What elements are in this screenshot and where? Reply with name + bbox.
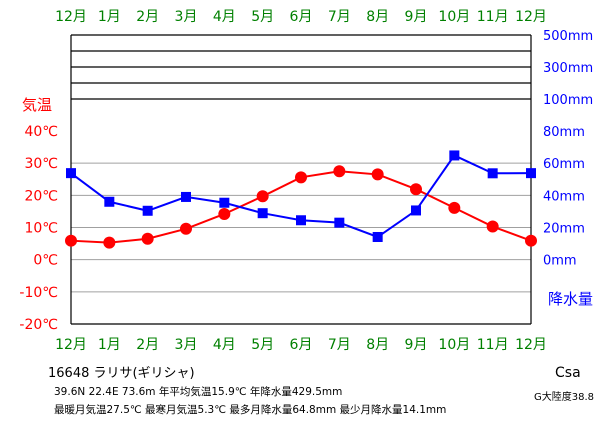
right-tick-label: 80mm: [543, 125, 585, 140]
precipitation-point: [372, 231, 383, 242]
temperature-point: [525, 234, 537, 247]
data-series: [65, 150, 537, 249]
station-stats-line2: 最暖月気温27.5℃ 最寒月気温5.3℃ 最多月降水量64.8mm 最少月降水量…: [54, 404, 447, 416]
precipitation-point: [104, 196, 115, 207]
precipitation-point: [257, 208, 268, 219]
left-tick-label: 0℃: [33, 253, 58, 269]
month-label-bottom: 12月: [55, 337, 87, 353]
month-label-bottom: 8月: [366, 337, 389, 353]
precipitation-point: [66, 168, 76, 179]
grid-lines: [71, 34, 531, 293]
month-label-top: 2月: [136, 9, 159, 25]
temperature-point: [448, 201, 461, 214]
month-label-top: 4月: [213, 9, 236, 25]
left-tick-label: 10℃: [24, 221, 58, 237]
right-tick-label: 40mm: [543, 189, 585, 204]
temperature-point: [486, 220, 499, 233]
month-label-top: 10月: [438, 9, 470, 25]
right-tick-label: 20mm: [543, 222, 585, 237]
temperature-point: [295, 171, 307, 184]
precipitation-point: [296, 215, 306, 226]
right-axis-ticks: 500mm 300mm 100mm 80mm 60mm 40mm 20mm 0mm: [543, 29, 593, 269]
precipitation-point: [181, 191, 191, 202]
right-tick-label: 100mm: [543, 93, 593, 108]
month-label-bottom: 1月: [98, 337, 121, 353]
month-label-bottom: 10月: [438, 337, 470, 353]
left-axis-title: 気温: [22, 96, 52, 114]
temperature-point: [65, 234, 77, 247]
temperature-point: [371, 168, 384, 181]
month-label-bottom: 5月: [251, 337, 274, 353]
station-stats-line1: 39.6N 22.4E 73.6m 年平均気温15.9℃ 年降水量429.5mm: [54, 386, 343, 398]
right-tick-label: 300mm: [543, 61, 593, 76]
month-label-bottom: 9月: [405, 337, 428, 353]
temperature-point: [256, 190, 269, 203]
left-tick-label: -10℃: [19, 285, 58, 301]
left-tick-label: 30℃: [24, 156, 58, 172]
month-label-top: 9月: [405, 9, 428, 25]
month-label-top: 11月: [477, 9, 509, 25]
station-name: 16648 ラリサ(ギリシャ): [48, 366, 195, 381]
temperature-point: [141, 232, 154, 245]
top-month-labels: 12月 1月 2月 3月 4月 5月 6月 7月 8月 9月 10月 11月 12月: [55, 9, 547, 25]
precipitation-point: [449, 150, 460, 161]
climate-classification: Csa: [555, 365, 581, 381]
right-tick-label: 0mm: [543, 254, 577, 269]
month-label-top: 7月: [328, 9, 351, 25]
plot-frame: [70, 35, 532, 325]
precipitation-point: [142, 205, 153, 216]
temperature-point: [180, 222, 192, 235]
month-label-bottom: 3月: [175, 337, 198, 353]
right-tick-label: 60mm: [543, 157, 585, 172]
temperature-point: [218, 207, 231, 220]
month-label-top: 6月: [290, 9, 313, 25]
left-tick-label: 40℃: [24, 124, 58, 140]
continentality-index: G大陸度38.8: [534, 392, 595, 403]
month-label-bottom: 4月: [213, 337, 236, 353]
left-tick-label: 20℃: [24, 188, 58, 204]
precipitation-point: [411, 205, 421, 216]
month-label-top: 1月: [98, 9, 121, 25]
precipitation-point: [219, 197, 230, 208]
right-axis-title: 降水量: [548, 290, 593, 308]
precipitation-point: [487, 168, 498, 179]
month-label-top: 8月: [366, 9, 389, 25]
month-label-top: 3月: [175, 9, 198, 25]
month-label-bottom: 2月: [136, 337, 159, 353]
precipitation-point: [526, 168, 536, 179]
temperature-point: [333, 165, 346, 178]
month-label-bottom: 7月: [328, 337, 351, 353]
month-label-top: 12月: [515, 9, 547, 25]
left-axis-ticks: 40℃ 30℃ 20℃ 10℃ 0℃ -10℃ -20℃: [19, 124, 58, 333]
month-label-bottom: 12月: [515, 337, 547, 353]
month-label-bottom: 11月: [477, 337, 509, 353]
left-tick-label: -20℃: [19, 317, 58, 333]
precipitation-point: [334, 217, 345, 228]
right-tick-label: 500mm: [543, 29, 593, 44]
temperature-point: [410, 183, 422, 196]
bottom-month-labels: 12月 1月 2月 3月 4月 5月 6月 7月 8月 9月 10月 11月 12月: [55, 337, 547, 353]
month-label-top: 12月: [55, 9, 87, 25]
temperature-point: [103, 236, 116, 249]
month-label-top: 5月: [251, 9, 274, 25]
month-label-bottom: 6月: [290, 337, 313, 353]
